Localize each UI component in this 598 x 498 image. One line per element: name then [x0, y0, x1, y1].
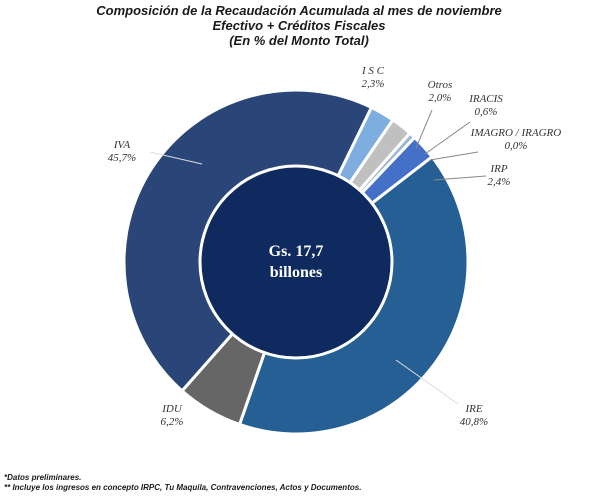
- slice-value-ire: 40,8%: [460, 416, 488, 428]
- chart-subtitle: Efectivo + Créditos Fiscales: [212, 18, 386, 33]
- leader-line-ire: [395, 359, 459, 405]
- slice-label-iva: IVA: [113, 139, 131, 151]
- slice-label-iracis: IRACIS: [468, 93, 503, 105]
- slice-label-otros: Otros: [428, 79, 453, 91]
- leader-line-otros: [415, 109, 433, 149]
- slice-label-i-s-c: I S C: [361, 65, 385, 77]
- chart-title: Composición de la Recaudación Acumulada …: [96, 3, 502, 18]
- chart-subtitle-units: (En % del Monto Total): [229, 33, 369, 48]
- slice-value-idu: 6,2%: [161, 416, 184, 428]
- slice-value-iva: 45,7%: [108, 152, 136, 164]
- footnote-preliminary: *Datos preliminares.: [4, 473, 82, 482]
- slice-value-otros: 2,0%: [429, 92, 452, 104]
- center-circle: [198, 164, 394, 360]
- footnotes: *Datos preliminares. ** Incluye los ingr…: [4, 473, 361, 493]
- footnote-includes: ** Incluye los ingresos en concepto IRPC…: [4, 483, 362, 492]
- slice-label-idu: IDU: [161, 403, 183, 415]
- center-label-unit: billones: [270, 264, 322, 281]
- chart-title-block: Composición de la Recaudación Acumulada …: [0, 3, 598, 48]
- slice-value-i-s-c: 2,3%: [362, 78, 385, 90]
- slice-label-irp: IRP: [489, 163, 507, 175]
- leader-line-imagro-iragro: [429, 151, 479, 161]
- slice-value-irp: 2,4%: [488, 176, 511, 188]
- leader-line-irp: [433, 175, 487, 181]
- center-label-amount: Gs. 17,7: [269, 243, 324, 260]
- leader-line-iracis: [424, 121, 471, 155]
- slice-label-imagro-iragro: IMAGRO / IRAGRO: [470, 127, 561, 139]
- slice-value-iracis: 0,6%: [475, 106, 498, 118]
- leader-line-iva: [149, 151, 203, 165]
- slice-value-imagro-iragro: 0,0%: [505, 140, 528, 152]
- slice-label-ire: IRE: [464, 403, 482, 415]
